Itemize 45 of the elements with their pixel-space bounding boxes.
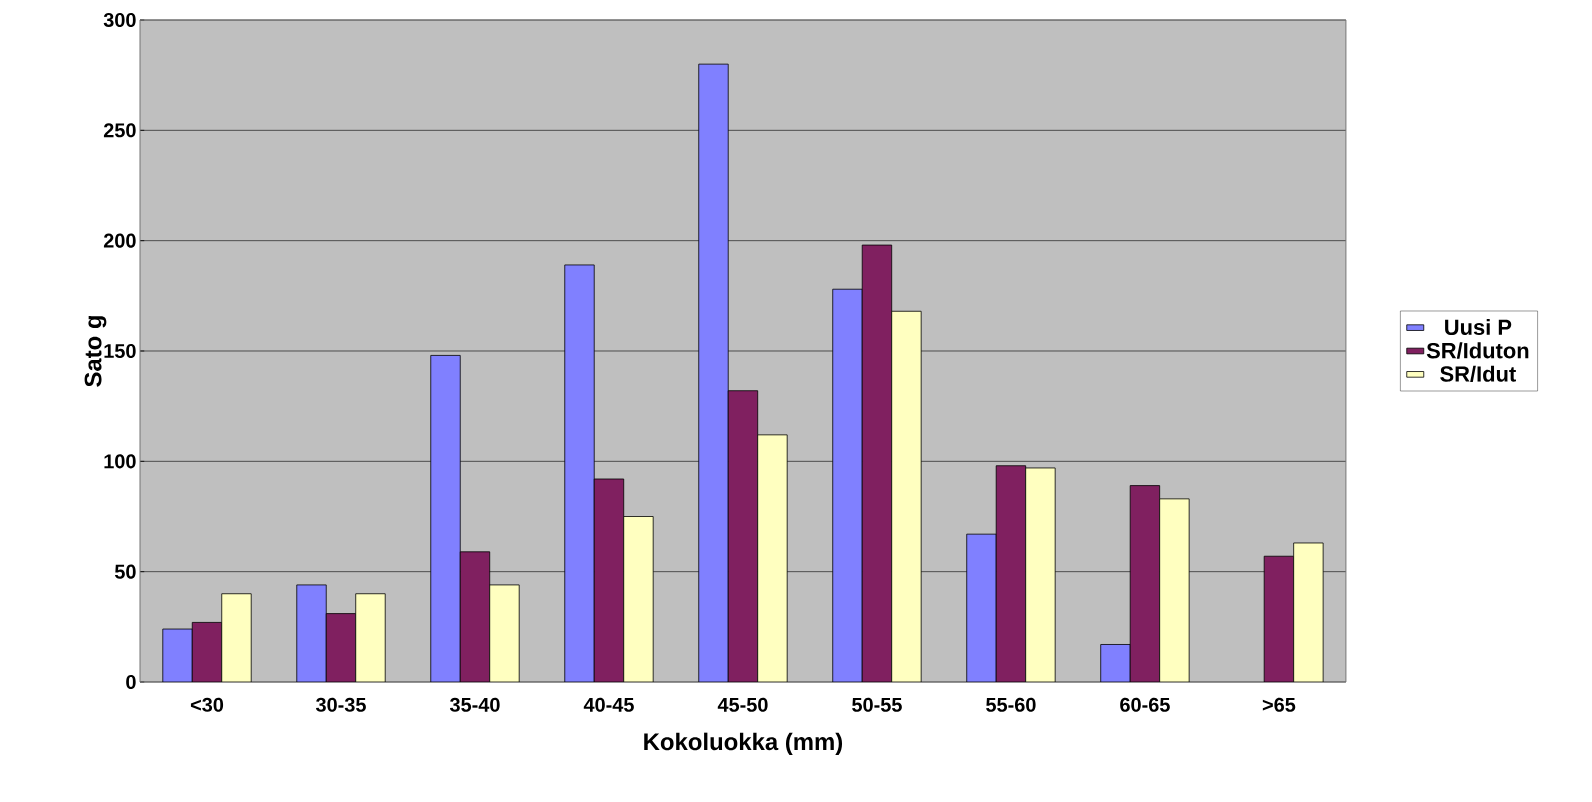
legend-label: Uusi P — [1445, 318, 1512, 336]
bar — [162, 629, 193, 682]
x-tick-label: 55-60 — [986, 697, 1036, 712]
bar — [862, 245, 892, 682]
bar — [221, 593, 252, 682]
bar — [966, 534, 997, 682]
bar — [891, 311, 922, 682]
bar — [1293, 542, 1324, 682]
bar — [192, 622, 222, 682]
bar — [1263, 555, 1295, 682]
bar — [996, 465, 1026, 682]
x-tick-label: 60-65 — [1120, 697, 1170, 712]
x-tick-label: 50-55 — [852, 697, 902, 712]
x-tick-label: 40-45 — [583, 697, 634, 712]
bar — [296, 584, 327, 682]
bar — [564, 264, 595, 682]
bar — [698, 64, 729, 682]
bar — [489, 584, 520, 682]
bar — [326, 613, 356, 682]
bar — [1025, 467, 1056, 682]
bar — [1159, 498, 1190, 682]
y-tick-label: 100 — [104, 454, 136, 469]
x-tick-label: 35-40 — [449, 697, 500, 712]
bar — [460, 551, 490, 682]
bar — [430, 355, 461, 682]
x-tick-label: 45-50 — [717, 697, 768, 712]
y-tick-label: 0 — [126, 674, 136, 690]
y-tick-label: 250 — [103, 123, 136, 138]
bar — [355, 593, 386, 682]
bar — [1129, 485, 1161, 682]
bar — [1100, 644, 1131, 682]
x-tick-label: <30 — [190, 697, 224, 712]
bar — [757, 434, 788, 682]
bar — [623, 516, 654, 682]
legend-label: SR/Iduton — [1426, 342, 1529, 359]
x-tick-label: >65 — [1262, 697, 1296, 712]
bar — [594, 478, 624, 682]
bar — [832, 289, 863, 682]
y-tick-label: 50 — [114, 564, 136, 579]
x-axis-title: Kokoluokka (mm) — [644, 732, 843, 755]
bar — [728, 390, 758, 682]
y-tick-label: 200 — [103, 233, 136, 248]
x-tick-label: 30-35 — [315, 697, 366, 712]
y-tick-label: 300 — [103, 12, 136, 28]
legend-label: SR/Idut — [1440, 365, 1516, 382]
